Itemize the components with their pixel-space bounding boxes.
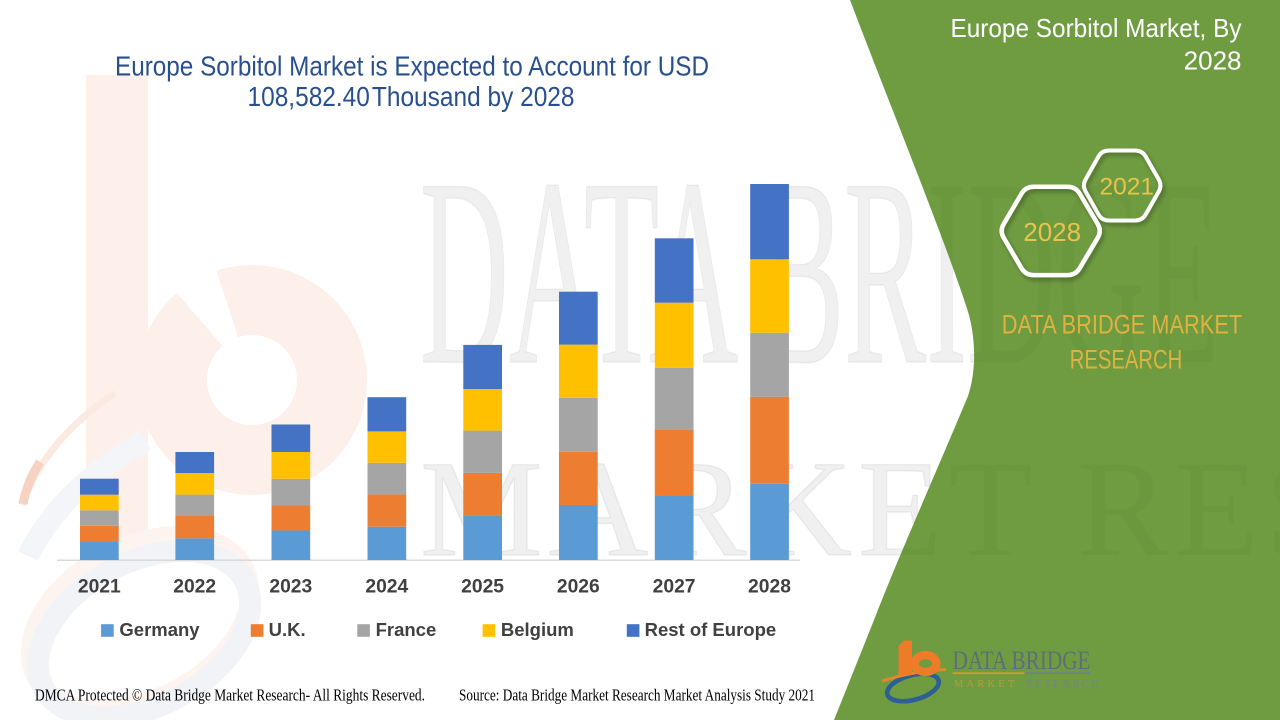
svg-text:Rest of Europe: Rest of Europe	[645, 619, 777, 640]
svg-text:2026: 2026	[557, 577, 600, 598]
svg-text:U.K.: U.K.	[269, 619, 306, 640]
svg-text:DMCA Protected © Data Bridge M: DMCA Protected © Data Bridge Market Rese…	[35, 686, 425, 705]
svg-text:2028: 2028	[748, 577, 791, 598]
svg-text:RESEARCH: RESEARCH	[1026, 679, 1102, 690]
svg-text:2022: 2022	[173, 577, 216, 598]
svg-text:2028: 2028	[1184, 46, 1242, 76]
svg-text:Germany: Germany	[119, 619, 200, 640]
svg-text:2025: 2025	[461, 577, 504, 598]
svg-text:DATA BRIDGE: DATA BRIDGE	[953, 646, 1091, 675]
svg-text:DATA BRIDGE MARKET: DATA BRIDGE MARKET	[1002, 310, 1243, 340]
svg-text:2021: 2021	[78, 577, 121, 598]
svg-text:2021: 2021	[1100, 174, 1155, 201]
svg-text:108,582.40 Thousand by 2028: 108,582.40 Thousand by 2028	[248, 81, 575, 112]
svg-text:Europe Sorbitol Market, By: Europe Sorbitol Market, By	[951, 13, 1242, 43]
svg-text:RESEARCH: RESEARCH	[1070, 345, 1183, 375]
svg-text:2024: 2024	[365, 577, 408, 598]
svg-text:Belgium: Belgium	[501, 619, 574, 640]
svg-text:Source: Data Bridge Market Res: Source: Data Bridge Market Research Mark…	[459, 686, 815, 705]
svg-text:2027: 2027	[653, 577, 696, 598]
svg-text:2023: 2023	[269, 577, 312, 598]
svg-text:2028: 2028	[1023, 217, 1081, 247]
svg-text:Europe Sorbitol Market is Expe: Europe Sorbitol Market is Expected to Ac…	[115, 51, 709, 82]
svg-text:France: France	[376, 619, 437, 640]
svg-text:MARKET: MARKET	[954, 679, 1018, 690]
